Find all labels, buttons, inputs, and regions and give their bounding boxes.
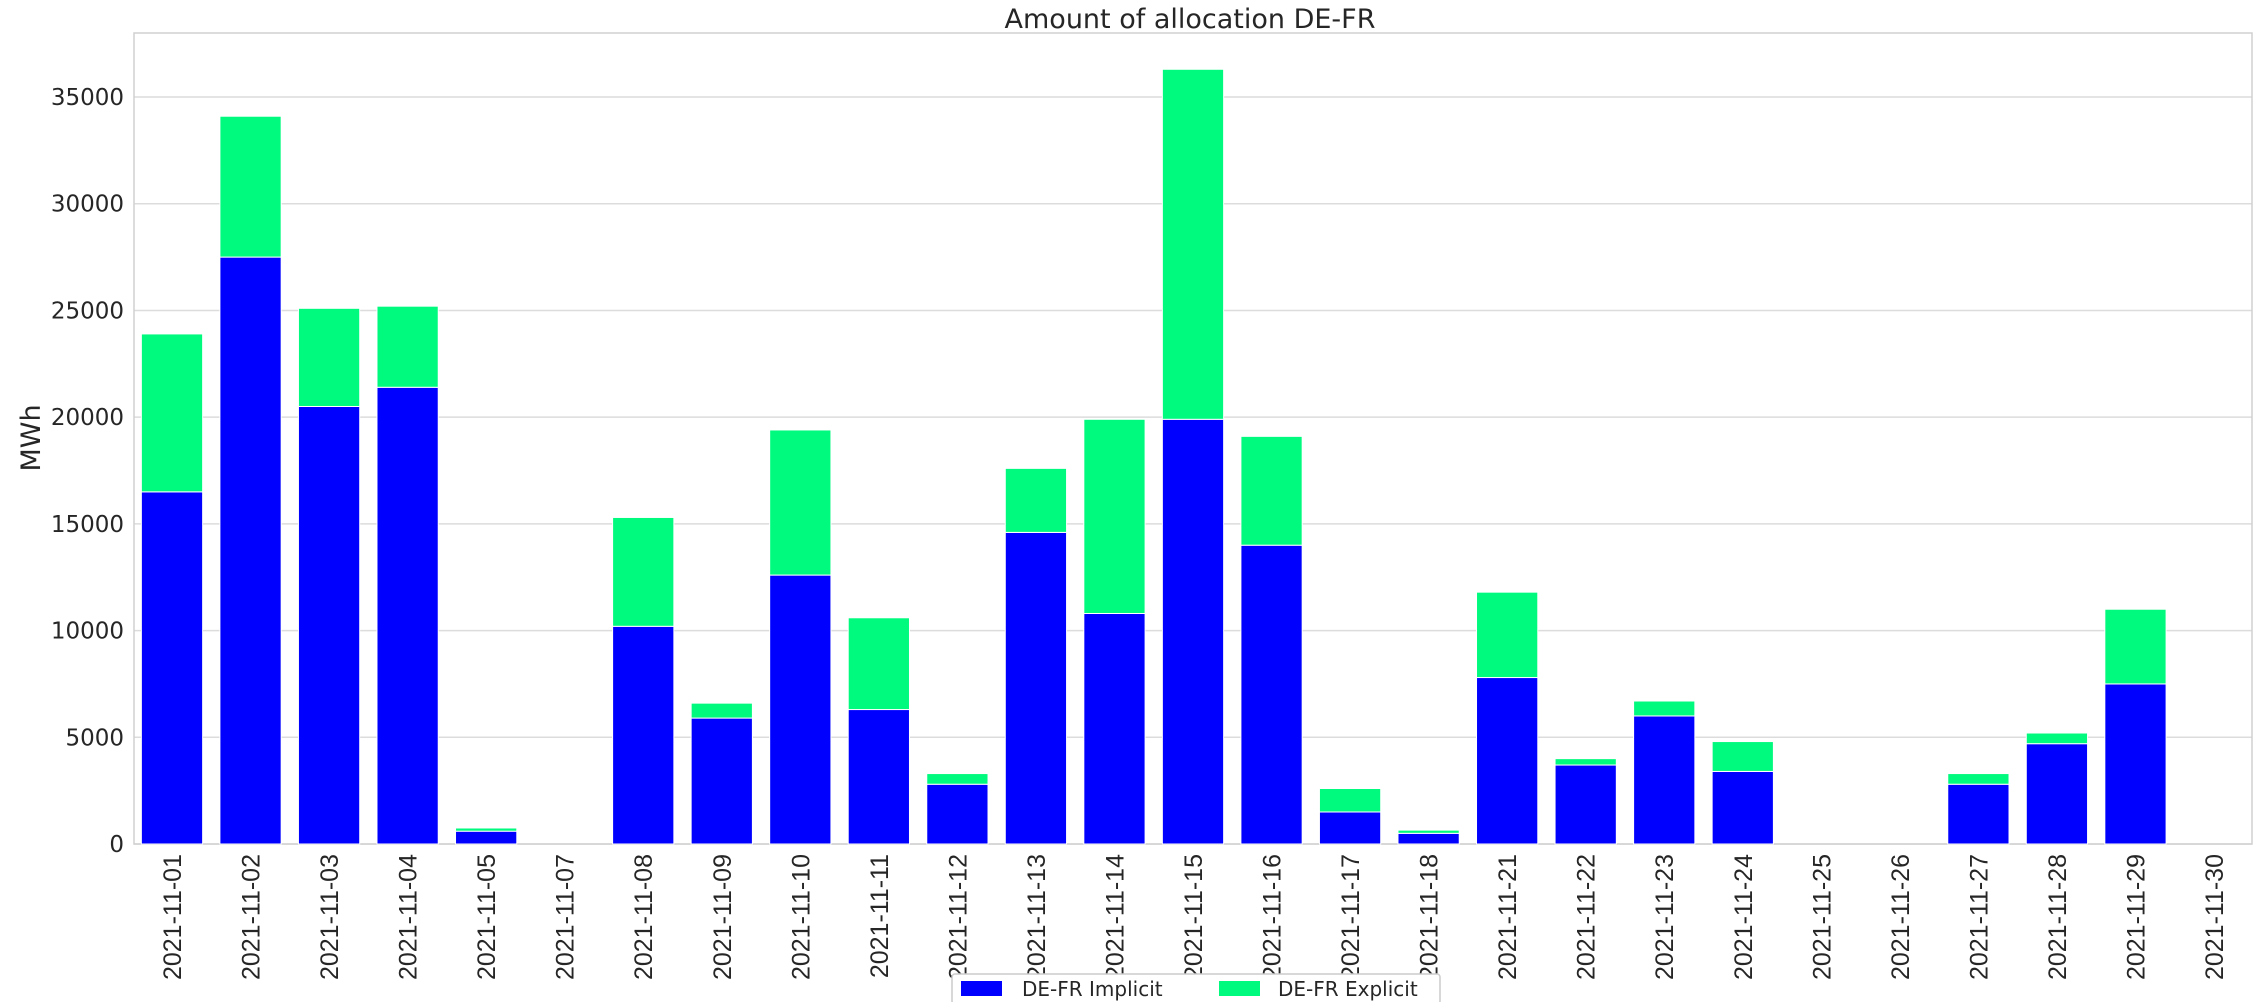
bar-implicit-2021-11-04 <box>376 386 439 845</box>
y-tick-label: 25000 <box>51 298 124 324</box>
bar-implicit-2021-11-09 <box>690 717 753 845</box>
bar-explicit-2021-11-11 <box>847 617 910 711</box>
chart-title: Amount of allocation DE-FR <box>1005 4 1376 35</box>
bar-implicit-2021-11-01 <box>140 491 204 845</box>
x-tick-label: 2021-11-16 <box>1259 854 1287 980</box>
bar-explicit-2021-11-08 <box>612 516 675 627</box>
bar-explicit-2021-11-09 <box>690 702 753 719</box>
y-tick-label: 35000 <box>51 85 124 111</box>
bar-implicit-2021-11-21 <box>1476 677 1539 845</box>
legend-swatch-implicit <box>961 981 1002 996</box>
bar-explicit-2021-11-01 <box>140 333 204 493</box>
y-tick-label: 15000 <box>51 512 124 538</box>
bar-implicit-2021-11-02 <box>219 256 282 845</box>
y-tick-label: 30000 <box>51 192 124 218</box>
x-tick-label: 2021-11-13 <box>1023 854 1051 980</box>
bar-implicit-2021-11-22 <box>1554 764 1617 845</box>
x-tick-label: 2021-11-25 <box>1808 854 1836 980</box>
bar-explicit-2021-11-28 <box>2025 732 2089 745</box>
x-tick-label: 2021-11-01 <box>159 854 187 980</box>
bar-implicit-2021-11-05 <box>455 830 518 845</box>
x-tick-label: 2021-11-02 <box>238 854 266 980</box>
bar-explicit-2021-11-03 <box>297 307 361 407</box>
bar-implicit-2021-11-14 <box>1083 613 1146 845</box>
legend-box <box>951 973 1441 1002</box>
bar-explicit-2021-11-15 <box>1161 68 1225 420</box>
x-tick-label: 2021-11-27 <box>1965 854 1993 980</box>
x-tick-label: 2021-11-05 <box>473 854 501 980</box>
x-tick-label: 2021-11-18 <box>1416 854 1444 980</box>
x-tick-label: 2021-11-22 <box>1573 854 1601 980</box>
bar-implicit-2021-11-18 <box>1397 832 1460 845</box>
x-tick-label: 2021-11-12 <box>944 854 972 980</box>
y-tick-label: 0 <box>109 832 124 858</box>
x-tick-label: 2021-11-14 <box>1101 854 1129 980</box>
bar-implicit-2021-11-15 <box>1161 418 1225 845</box>
x-tick-label: 2021-11-17 <box>1337 854 1365 980</box>
x-tick-label: 2021-11-15 <box>1180 854 1208 980</box>
bar-implicit-2021-11-29 <box>2104 683 2167 845</box>
x-tick-label: 2021-11-07 <box>552 854 580 980</box>
x-tick-label: 2021-11-23 <box>1651 854 1679 980</box>
legend-label-explicit: DE-FR Explicit <box>1278 977 1418 1001</box>
bar-implicit-2021-11-13 <box>1004 531 1068 845</box>
bar-explicit-2021-11-23 <box>1633 700 1696 717</box>
y-tick-label: 5000 <box>65 725 124 751</box>
y-tick-label: 20000 <box>51 405 124 431</box>
bar-explicit-2021-11-29 <box>2104 608 2167 685</box>
bar-implicit-2021-11-03 <box>297 405 361 845</box>
x-tick-label: 2021-11-21 <box>1494 854 1522 980</box>
x-tick-label: 2021-11-28 <box>2044 854 2072 980</box>
y-axis: 0 5000 10000 15000 20000 25000 30000 35000 <box>51 85 124 858</box>
x-tick-label: 2021-11-30 <box>2201 854 2229 980</box>
legend-swatch-explicit <box>1219 981 1260 996</box>
x-tick-label: 2021-11-09 <box>709 854 737 980</box>
bar-explicit-2021-11-14 <box>1083 418 1146 615</box>
bar-explicit-2021-11-10 <box>769 429 832 576</box>
bar-implicit-2021-11-24 <box>1711 770 1774 845</box>
bar-explicit-2021-11-13 <box>1004 467 1068 533</box>
bar-explicit-2021-11-16 <box>1240 435 1303 546</box>
legend-label-implicit: DE-FR Implicit <box>1022 977 1163 1001</box>
x-tick-label: 2021-11-29 <box>2122 854 2150 980</box>
bar-implicit-2021-11-27 <box>1947 783 2010 845</box>
y-axis-label: MWh <box>16 404 47 471</box>
bar-explicit-2021-11-18 <box>1397 829 1460 834</box>
x-axis: 2021-11-01 2021-11-02 2021-11-03 2021-11-04… <box>159 854 2229 980</box>
bar-explicit-2021-11-05 <box>455 827 518 832</box>
bar-explicit-2021-11-24 <box>1711 741 1774 772</box>
bar-explicit-2021-11-22 <box>1554 758 1617 766</box>
bars <box>140 68 2167 845</box>
bar-explicit-2021-11-27 <box>1947 773 2010 785</box>
bar-implicit-2021-11-10 <box>769 574 832 845</box>
bar-implicit-2021-11-08 <box>612 625 675 845</box>
y-tick-label: 10000 <box>51 619 124 645</box>
x-tick-label: 2021-11-03 <box>316 854 344 980</box>
bar-explicit-2021-11-04 <box>376 305 439 388</box>
x-tick-label: 2021-11-26 <box>1887 854 1915 980</box>
x-tick-label: 2021-11-24 <box>1730 854 1758 980</box>
x-tick-label: 2021-11-10 <box>787 854 815 980</box>
bar-implicit-2021-11-17 <box>1318 811 1382 845</box>
x-tick-label: 2021-11-04 <box>395 854 423 980</box>
bar-implicit-2021-11-28 <box>2025 743 2089 845</box>
bar-implicit-2021-11-11 <box>847 709 910 845</box>
bar-explicit-2021-11-12 <box>926 773 989 785</box>
bar-implicit-2021-11-23 <box>1633 715 1696 845</box>
bar-implicit-2021-11-12 <box>926 783 989 845</box>
bar-explicit-2021-11-21 <box>1476 591 1539 679</box>
bar-implicit-2021-11-16 <box>1240 544 1303 845</box>
bar-explicit-2021-11-17 <box>1318 788 1382 813</box>
x-tick-label: 2021-11-08 <box>630 854 658 980</box>
legend: DE-FR Implicit DE-FR Explicit <box>951 973 1441 1002</box>
bar-explicit-2021-11-02 <box>219 115 282 258</box>
x-tick-label: 2021-11-11 <box>866 854 894 978</box>
